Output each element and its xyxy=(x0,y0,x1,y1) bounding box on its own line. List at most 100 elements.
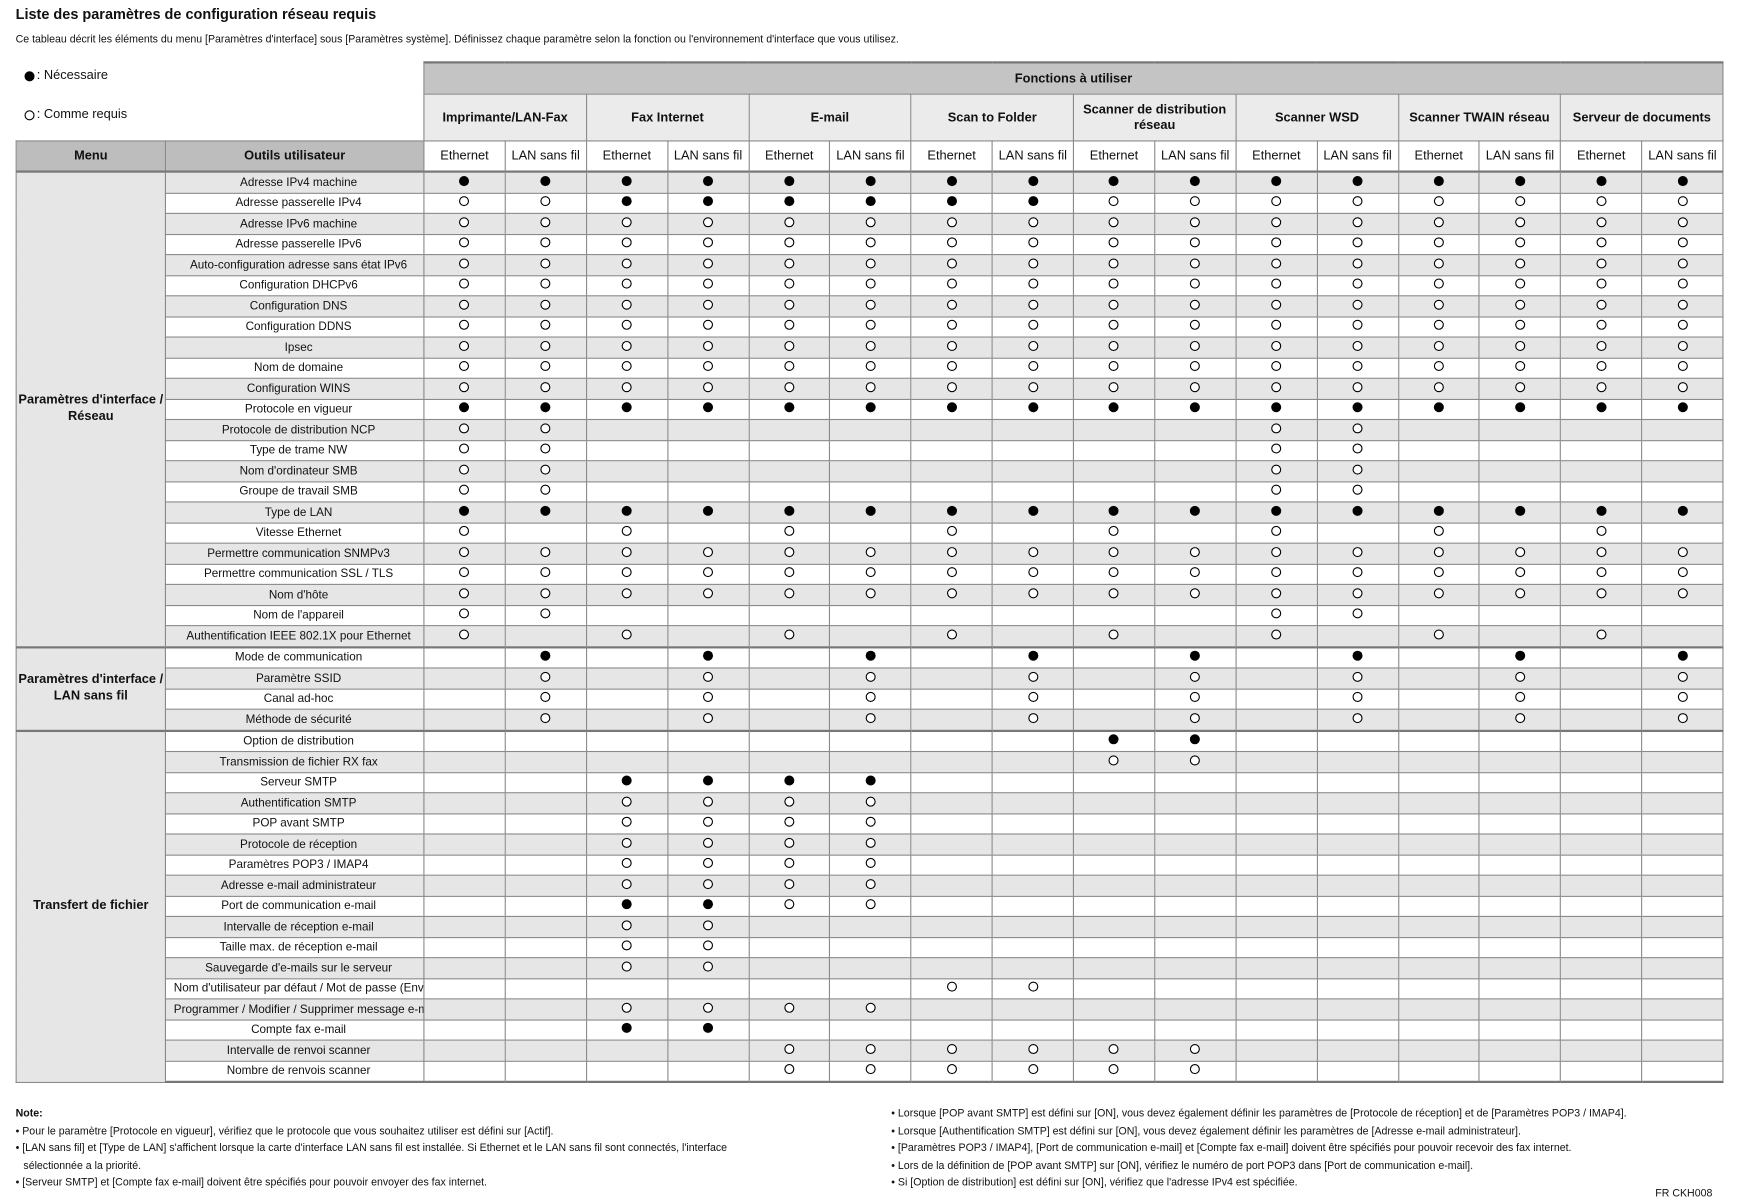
open-circle-icon xyxy=(946,588,957,599)
table-cell xyxy=(991,295,1074,317)
open-circle-icon xyxy=(1514,340,1525,351)
open-circle-icon xyxy=(703,796,714,807)
table-cell xyxy=(829,792,912,814)
open-circle-icon xyxy=(540,237,551,248)
open-circle-icon xyxy=(459,381,470,392)
table-cell xyxy=(1072,418,1156,441)
table-cell xyxy=(1316,192,1399,214)
open-circle-icon xyxy=(784,1043,795,1054)
table-cell xyxy=(504,418,587,441)
open-circle-icon xyxy=(621,858,632,869)
filled-circle-icon xyxy=(703,196,714,207)
filled-circle-icon xyxy=(621,402,632,413)
table-cell xyxy=(1235,667,1318,690)
table-cell xyxy=(666,398,750,421)
table-cell xyxy=(1478,957,1562,979)
table-cell xyxy=(1641,315,1724,338)
table-cell xyxy=(585,233,669,256)
open-circle-icon xyxy=(784,278,795,289)
table-row: Protocole en vigueur xyxy=(16,398,1724,421)
note-item: • Lors de la définition de [POP avant SM… xyxy=(891,1159,1474,1172)
table-row: Nom d'ordinateur SMB xyxy=(16,460,1724,482)
open-circle-icon xyxy=(1190,1043,1201,1054)
table-cell xyxy=(829,522,912,544)
filled-circle-icon xyxy=(946,196,957,207)
table-cell xyxy=(585,645,669,669)
table-cell xyxy=(829,398,912,421)
table-cell xyxy=(1072,604,1156,627)
table-cell xyxy=(1397,915,1480,938)
table-row: Méthode de sécurité xyxy=(16,708,1724,732)
filled-circle-icon xyxy=(1271,175,1282,186)
open-circle-icon xyxy=(703,940,714,951)
table-cell xyxy=(504,583,587,606)
table-cell xyxy=(991,895,1074,917)
table-cell xyxy=(1316,977,1399,1000)
table-cell xyxy=(829,377,912,400)
parameter-label: Permettre communication SNMPv3 xyxy=(164,542,425,565)
table-cell xyxy=(1316,812,1399,835)
filled-circle-icon xyxy=(459,402,470,413)
filled-circle-icon xyxy=(703,402,714,413)
wireless-lan-column-header: LAN sans fil xyxy=(666,140,750,173)
table-cell xyxy=(1072,625,1156,648)
table-cell xyxy=(666,233,750,256)
filled-circle-icon xyxy=(1677,505,1688,516)
open-circle-icon xyxy=(540,484,551,495)
table-cell xyxy=(1560,708,1643,732)
open-circle-icon xyxy=(1596,588,1607,599)
open-circle-icon xyxy=(621,361,632,372)
table-cell xyxy=(829,439,912,462)
table-cell xyxy=(1072,295,1156,317)
table-cell xyxy=(1560,874,1643,897)
open-circle-icon xyxy=(1190,567,1201,578)
table-cell xyxy=(829,833,912,856)
table-cell xyxy=(1072,212,1156,235)
filled-circle-icon xyxy=(540,175,551,186)
open-circle-icon xyxy=(540,712,551,723)
open-circle-icon xyxy=(1514,320,1525,331)
open-circle-icon xyxy=(540,299,551,310)
table-cell xyxy=(1478,1018,1562,1041)
table-cell xyxy=(585,460,669,482)
table-cell xyxy=(1154,233,1237,256)
ethernet-column-header: Ethernet xyxy=(423,140,506,173)
table-cell xyxy=(504,398,587,421)
table-cell xyxy=(423,895,506,917)
table-cell xyxy=(748,377,831,400)
open-circle-icon xyxy=(865,299,876,310)
open-circle-icon xyxy=(1027,258,1038,269)
open-circle-icon xyxy=(784,1002,795,1013)
table-cell xyxy=(1072,192,1156,214)
table-cell xyxy=(1397,1060,1480,1084)
table-cell xyxy=(1316,254,1399,276)
parameter-label: Type de trame NW xyxy=(164,439,425,462)
filled-circle-icon xyxy=(621,196,632,207)
wireless-lan-column-header: LAN sans fil xyxy=(1478,140,1562,173)
table-cell xyxy=(1478,233,1562,256)
table-row: Paramètres d'interface / LAN sans fil Mod… xyxy=(15,645,1724,731)
parameter-label: POP avant SMTP xyxy=(164,812,425,835)
parameter-label: Ipsec xyxy=(164,336,425,359)
parameter-label: Intervalle de renvoi scanner xyxy=(164,1039,425,1062)
table-cell xyxy=(1641,750,1724,773)
table-cell xyxy=(504,604,587,627)
open-circle-icon xyxy=(1271,629,1282,640)
table-cell xyxy=(1072,563,1156,585)
table-cell xyxy=(1316,625,1399,648)
table-cell xyxy=(1641,418,1724,441)
filled-circle-icon xyxy=(1596,175,1607,186)
table-cell xyxy=(1316,667,1399,690)
table-cell xyxy=(666,915,750,938)
open-circle-icon xyxy=(946,629,957,640)
table-cell xyxy=(1641,915,1724,938)
table-cell xyxy=(504,439,587,462)
table-cell xyxy=(991,192,1074,214)
parameter-label: Configuration WINS xyxy=(164,377,425,400)
table-cell xyxy=(1478,792,1562,814)
open-circle-icon xyxy=(459,216,470,228)
table-cell xyxy=(1641,192,1724,214)
table-cell xyxy=(504,315,587,338)
user-tools-column-header: Outils utilisateur xyxy=(164,140,425,173)
table-cell xyxy=(423,604,506,627)
